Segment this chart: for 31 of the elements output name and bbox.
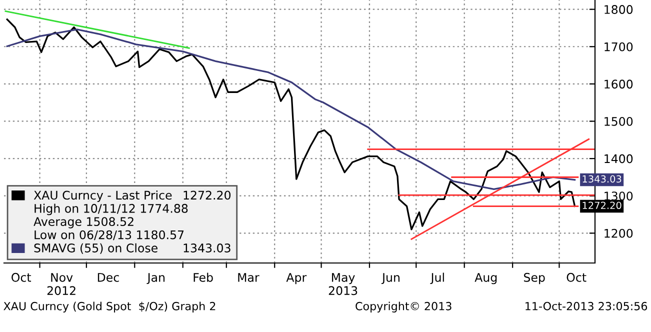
x-tick-label: Aug xyxy=(474,273,497,284)
y-tick-label: 1800 xyxy=(604,5,633,14)
annotation: High on 10/11/12 1774.88 xyxy=(34,204,188,216)
x-tick-label: May 2013 xyxy=(328,273,358,296)
x-tick-label: Jun xyxy=(381,273,400,284)
text: 1343.03 xyxy=(184,244,230,252)
x-tick-label: Oct xyxy=(566,272,586,282)
annotation: Low on 06/28/13 1180.57 xyxy=(34,230,184,240)
y-tick-label: 1700 xyxy=(604,42,633,52)
x-tick-label: Dec xyxy=(98,273,119,282)
x-tick-label: Sep xyxy=(524,272,545,284)
y-tick-label: 1200 xyxy=(604,228,633,238)
legend-label: SMAVG (55) on Close xyxy=(34,243,158,254)
x-tick-label: Oct xyxy=(12,272,32,282)
text: 1272.20 xyxy=(184,190,231,200)
x-tick-label: Jan xyxy=(146,273,165,284)
legend-label: XAU Curncy - Last Price xyxy=(34,190,172,202)
data-label: 1343.03 xyxy=(582,175,622,183)
y-tick-label: 1500 xyxy=(604,116,633,126)
x-tick-label: Mar xyxy=(238,273,260,282)
x-tick-label: Apr xyxy=(286,273,307,284)
x-tick-label: Jul xyxy=(430,272,444,284)
x-tick-label: Feb xyxy=(194,272,213,282)
annotation: Average 1508.52 xyxy=(34,217,134,228)
x-tick-label: Nov 2012 xyxy=(47,273,76,296)
text: 11-Oct-2013 23:05:56 xyxy=(526,302,648,310)
data-label: 1272.20 xyxy=(582,202,622,210)
y-tick-label: 1400 xyxy=(604,154,633,164)
y-tick-label: 1600 xyxy=(604,80,633,89)
text: XAU Curncy (Gold Spot $/Oz) Graph 2 xyxy=(4,302,216,312)
text: Copyright© 2013 xyxy=(356,302,452,312)
